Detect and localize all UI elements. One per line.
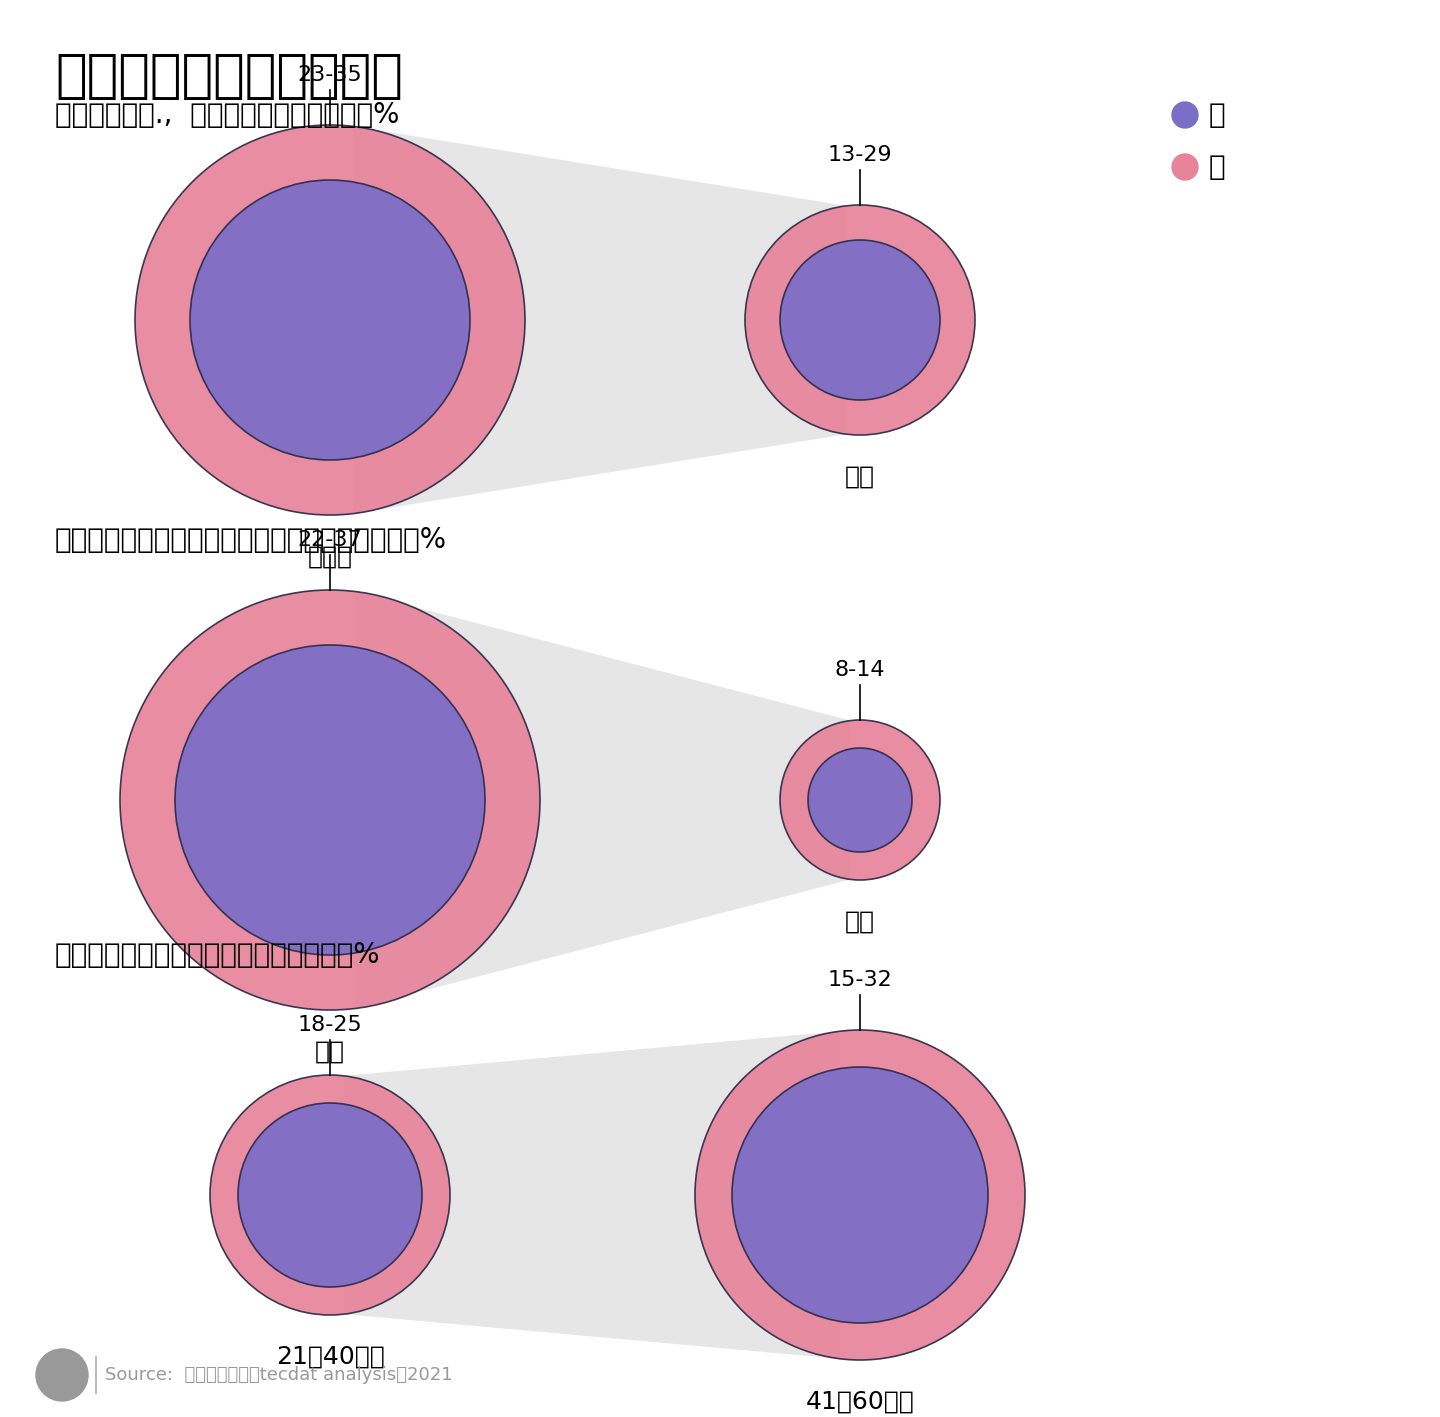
Circle shape xyxy=(36,1349,88,1401)
Text: 男: 男 xyxy=(1210,101,1225,129)
Text: 13-29: 13-29 xyxy=(828,145,893,164)
Circle shape xyxy=(135,125,526,514)
Text: 22-37: 22-37 xyxy=(298,530,363,550)
Text: 41～60分钟: 41～60分钟 xyxy=(805,1390,914,1414)
Text: 23-35: 23-35 xyxy=(298,65,363,85)
Text: Source:  外卖调查数据，tecdat analysis，2021: Source: 外卖调查数据，tecdat analysis，2021 xyxy=(105,1366,452,1384)
Circle shape xyxy=(120,589,540,1010)
Circle shape xyxy=(238,1102,422,1287)
Circle shape xyxy=(808,748,912,852)
Circle shape xyxy=(1172,154,1198,180)
Text: 美团: 美团 xyxy=(845,465,876,489)
Text: tecdat: tecdat xyxy=(37,1367,88,1382)
Text: 21～40分钟: 21～40分钟 xyxy=(275,1345,384,1369)
Text: 饿了么: 饿了么 xyxy=(308,546,353,570)
Polygon shape xyxy=(353,126,847,513)
Text: 男女用户点外卖次数差异: 男女用户点外卖次数差异 xyxy=(55,50,403,102)
Text: 市区: 市区 xyxy=(315,1040,346,1064)
Polygon shape xyxy=(344,1032,840,1359)
Text: 女: 女 xyxy=(1210,153,1225,181)
Text: 县区: 县区 xyxy=(845,910,876,934)
Circle shape xyxy=(190,180,469,461)
Text: 8-14: 8-14 xyxy=(835,660,886,680)
Text: 点外卖的途径.,  一周点外卖次数百分比，%: 点外卖的途径., 一周点外卖次数百分比，% xyxy=(55,101,399,129)
Text: 18-25: 18-25 xyxy=(298,1015,363,1034)
Polygon shape xyxy=(356,591,851,1009)
Circle shape xyxy=(210,1076,449,1315)
Circle shape xyxy=(732,1067,988,1323)
Circle shape xyxy=(176,645,485,955)
Text: 大部分生活在哪类地区，一周点外卖次数百分比，%: 大部分生活在哪类地区，一周点外卖次数百分比，% xyxy=(55,526,446,554)
Circle shape xyxy=(780,720,940,880)
Circle shape xyxy=(780,239,940,400)
Circle shape xyxy=(1172,102,1198,128)
Circle shape xyxy=(696,1030,1025,1360)
Circle shape xyxy=(744,205,975,435)
Text: 最久送餐速度，一周点外卖次数百分比，%: 最久送餐速度，一周点外卖次数百分比，% xyxy=(55,941,380,969)
Text: 15-32: 15-32 xyxy=(828,971,893,990)
